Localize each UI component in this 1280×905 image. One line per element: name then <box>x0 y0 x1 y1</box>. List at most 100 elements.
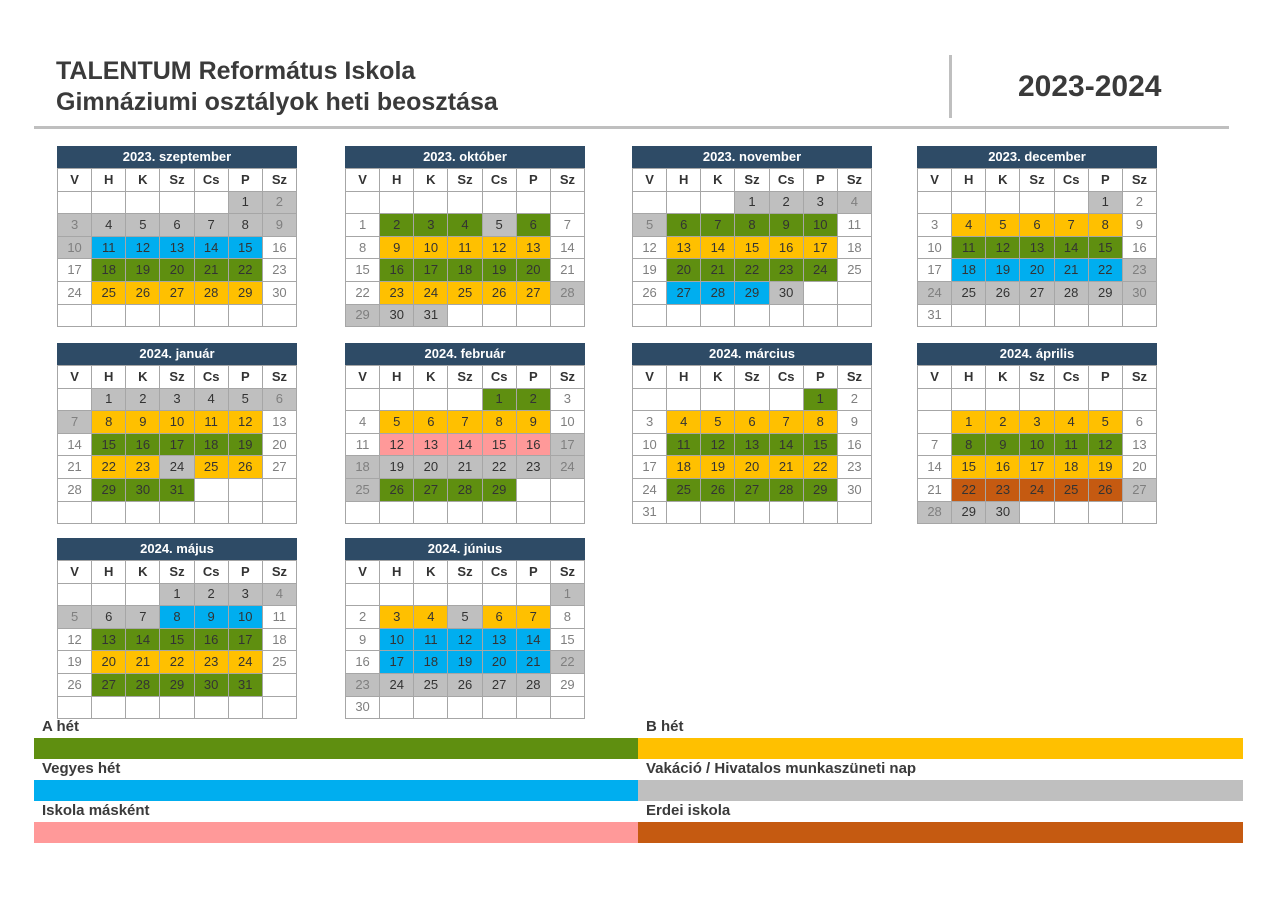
day-cell: 11 <box>951 235 987 260</box>
day-cell: 25 <box>1053 477 1089 502</box>
empty-cell <box>344 387 381 412</box>
day-cell: 23 <box>125 455 161 479</box>
weekday-header: Sz <box>447 365 483 389</box>
day-cell: 13 <box>91 627 127 652</box>
weekday-header: H <box>91 560 127 584</box>
weekday-header: Sz <box>261 560 298 584</box>
day-cell: 1 <box>91 387 127 412</box>
legend-swatch <box>34 822 639 843</box>
day-cell: 20 <box>91 650 127 674</box>
day-cell: 4 <box>91 213 127 237</box>
day-cell: 7 <box>768 410 804 434</box>
day-cell: 13 <box>515 235 551 260</box>
day-cell: 8 <box>951 432 987 457</box>
day-cell: 22 <box>802 455 838 479</box>
month-table: V H K Sz Cs P Sz 1 2 3 4 5 6 7 8 9 10 11 12 13 14 15 16 17 18 19 2… <box>56 365 298 525</box>
empty-cell <box>836 500 873 525</box>
empty-cell <box>768 387 804 412</box>
empty-cell <box>125 695 161 720</box>
day-cell: 28 <box>916 500 953 525</box>
day-cell: 16 <box>344 650 381 674</box>
empty-cell <box>413 387 449 412</box>
day-cell: 12 <box>56 627 93 652</box>
weekday-header: V <box>56 168 93 192</box>
day-cell: 18 <box>666 455 702 479</box>
month-calendar: 2023. november V H K Sz Cs P Sz 1 2 3 4 5 6 7 8 9 10 11 12 1… <box>631 146 873 328</box>
day-cell: 7 <box>515 605 551 629</box>
weekday-header: H <box>91 365 127 389</box>
day-cell: 5 <box>700 410 736 434</box>
day-cell: 19 <box>447 650 483 674</box>
empty-cell <box>193 695 229 720</box>
day-cell: 15 <box>344 258 381 282</box>
empty-cell <box>91 582 127 607</box>
day-cell: 25 <box>836 258 873 282</box>
day-cell: 30 <box>344 695 381 720</box>
weekday-header: P <box>515 365 551 389</box>
empty-cell <box>56 190 93 215</box>
month-table: V H K Sz Cs P Sz 1 2 3 4 5 6 7 8 9 10 11 12 13 14 15 16 17 18 19 2… <box>916 365 1158 525</box>
day-cell: 23 <box>344 672 381 697</box>
day-cell: 23 <box>515 455 551 479</box>
empty-cell <box>481 500 517 525</box>
weekday-header: V <box>344 560 381 584</box>
day-cell: 29 <box>734 280 770 305</box>
day-cell: 30 <box>125 477 161 502</box>
day-cell: 7 <box>700 213 736 237</box>
day-cell: 10 <box>916 235 953 260</box>
day-cell: 15 <box>1087 235 1123 260</box>
day-cell: 9 <box>379 235 415 260</box>
day-cell: 13 <box>413 432 449 457</box>
day-cell: 26 <box>1087 477 1123 502</box>
empty-cell <box>1121 303 1158 328</box>
day-cell: 12 <box>481 235 517 260</box>
day-cell: 2 <box>515 387 551 412</box>
empty-cell <box>951 387 987 412</box>
day-cell: 18 <box>951 258 987 282</box>
day-cell: 19 <box>227 432 263 457</box>
day-cell: 16 <box>261 235 298 260</box>
empty-cell <box>515 303 551 328</box>
day-cell: 5 <box>56 605 93 629</box>
day-cell: 7 <box>193 213 229 237</box>
day-cell: 30 <box>836 477 873 502</box>
day-cell: 25 <box>413 672 449 697</box>
day-cell: 4 <box>447 213 483 237</box>
weekday-header: Sz <box>549 365 586 389</box>
empty-cell <box>193 303 229 328</box>
empty-cell <box>447 190 483 215</box>
weekday-header: P <box>802 168 838 192</box>
day-cell: 27 <box>734 477 770 502</box>
weekday-header: V <box>631 168 668 192</box>
day-cell: 21 <box>916 477 953 502</box>
day-cell: 3 <box>227 582 263 607</box>
empty-cell <box>1087 500 1123 525</box>
weekday-header: K <box>125 365 161 389</box>
day-cell: 2 <box>1121 190 1158 215</box>
day-cell: 1 <box>481 387 517 412</box>
empty-cell <box>379 582 415 607</box>
day-cell: 4 <box>836 190 873 215</box>
empty-cell <box>549 477 586 502</box>
day-cell: 1 <box>549 582 586 607</box>
day-cell: 16 <box>1121 235 1158 260</box>
day-cell: 21 <box>700 258 736 282</box>
day-cell: 25 <box>447 280 483 305</box>
month-table: V H K Sz Cs P Sz 1 2 3 4 5 6 7 8 9 10 11 12 13 14 15 16 17 18 19 2… <box>56 560 298 720</box>
day-cell: 5 <box>631 213 668 237</box>
day-cell: 20 <box>1019 258 1055 282</box>
empty-cell <box>666 500 702 525</box>
weekday-header: Sz <box>1121 168 1158 192</box>
empty-cell <box>515 190 551 215</box>
weekday-header: Sz <box>447 560 483 584</box>
month-title: 2023. október <box>345 146 585 168</box>
weekday-header: V <box>56 560 93 584</box>
weekday-header: V <box>56 365 93 389</box>
weekday-header: Cs <box>193 560 229 584</box>
weekday-header: Cs <box>1053 168 1089 192</box>
weekday-header: Sz <box>261 365 298 389</box>
weekday-header: Sz <box>159 168 195 192</box>
day-cell: 21 <box>1053 258 1089 282</box>
month-title: 2024. január <box>57 343 297 365</box>
day-cell: 22 <box>91 455 127 479</box>
